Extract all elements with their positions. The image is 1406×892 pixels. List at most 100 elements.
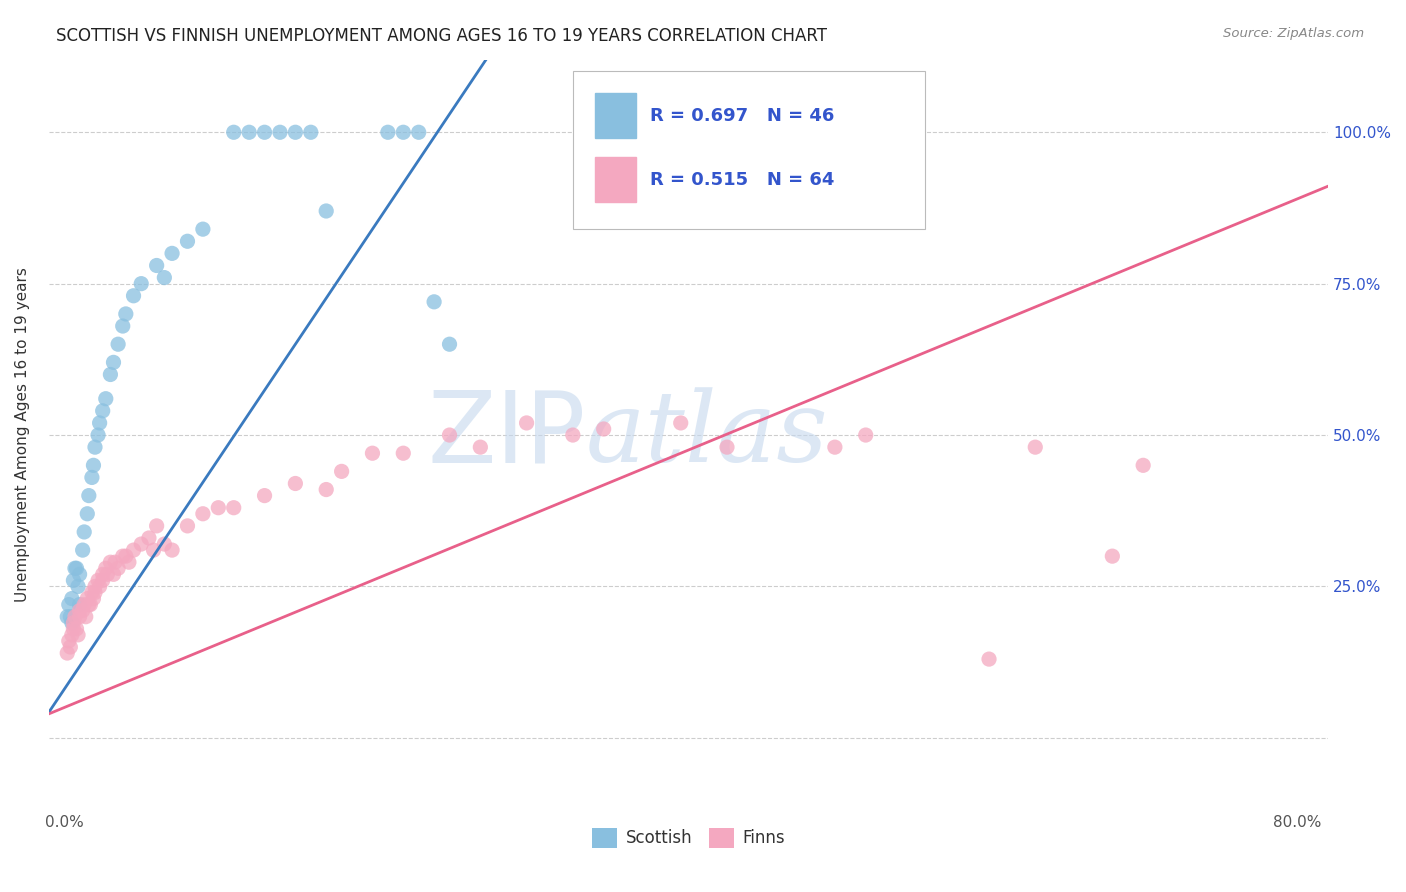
Point — [80, 585, 103, 599]
Point — [1132, 458, 1154, 473]
Point — [408, 125, 430, 139]
Point — [87, 574, 110, 588]
Point — [76, 591, 98, 606]
Point — [75, 609, 97, 624]
Point — [111, 319, 134, 334]
Point — [222, 125, 245, 139]
Point — [58, 634, 80, 648]
Point — [60, 591, 83, 606]
Point — [96, 567, 118, 582]
Point — [315, 483, 337, 497]
Point — [153, 270, 176, 285]
Point — [58, 598, 80, 612]
Point — [284, 125, 307, 139]
Point — [191, 222, 214, 236]
Point — [269, 125, 291, 139]
Point — [79, 598, 101, 612]
Point — [176, 519, 198, 533]
Point — [669, 416, 692, 430]
Point — [69, 598, 91, 612]
Point — [72, 604, 94, 618]
Point — [89, 416, 111, 430]
Point — [377, 125, 399, 139]
Point — [111, 549, 134, 563]
Text: SCOTTISH VS FINNISH UNEMPLOYMENT AMONG AGES 16 TO 19 YEARS CORRELATION CHART: SCOTTISH VS FINNISH UNEMPLOYMENT AMONG A… — [56, 27, 827, 45]
Point — [592, 422, 614, 436]
Point — [392, 125, 415, 139]
Point — [153, 537, 176, 551]
FancyBboxPatch shape — [595, 94, 636, 138]
Point — [361, 446, 384, 460]
Point — [84, 440, 107, 454]
Point — [176, 234, 198, 248]
FancyBboxPatch shape — [595, 157, 636, 202]
Point — [89, 579, 111, 593]
Point — [470, 440, 492, 454]
Point — [516, 416, 538, 430]
Point — [561, 428, 583, 442]
Point — [107, 561, 129, 575]
Point — [330, 464, 353, 478]
Legend: Scottish, Finns: Scottish, Finns — [585, 821, 792, 855]
Point — [299, 125, 322, 139]
Point — [855, 428, 877, 442]
Point — [423, 294, 446, 309]
Text: Source: ZipAtlas.com: Source: ZipAtlas.com — [1223, 27, 1364, 40]
Point — [63, 561, 86, 575]
Point — [207, 500, 229, 515]
Point — [824, 440, 846, 454]
Point — [67, 628, 90, 642]
Point — [253, 125, 276, 139]
Point — [56, 646, 79, 660]
Point — [62, 574, 84, 588]
Point — [94, 392, 117, 406]
Point — [114, 307, 136, 321]
Point — [145, 519, 167, 533]
Point — [59, 640, 82, 654]
Point — [138, 531, 160, 545]
Point — [129, 277, 152, 291]
Point — [60, 615, 83, 630]
Point — [103, 567, 125, 582]
Point — [87, 428, 110, 442]
Point — [65, 561, 87, 575]
Point — [62, 622, 84, 636]
Text: R = 0.697   N = 46: R = 0.697 N = 46 — [650, 107, 834, 125]
Point — [84, 579, 107, 593]
Point — [82, 458, 104, 473]
Point — [100, 368, 122, 382]
Point — [129, 537, 152, 551]
Point — [145, 259, 167, 273]
Text: R = 0.515   N = 64: R = 0.515 N = 64 — [650, 170, 834, 189]
Point — [122, 289, 145, 303]
Point — [60, 628, 83, 642]
Point — [72, 543, 94, 558]
Point — [716, 440, 738, 454]
Point — [69, 609, 91, 624]
Point — [439, 428, 461, 442]
Point — [104, 555, 127, 569]
Point — [142, 543, 165, 558]
Point — [80, 470, 103, 484]
Point — [191, 507, 214, 521]
Point — [69, 567, 91, 582]
Point — [238, 125, 260, 139]
Point — [91, 567, 114, 582]
FancyBboxPatch shape — [574, 70, 925, 228]
Text: ZIP: ZIP — [427, 386, 586, 483]
Point — [77, 489, 100, 503]
Point — [284, 476, 307, 491]
Point — [222, 500, 245, 515]
Point — [160, 246, 183, 260]
Point — [315, 204, 337, 219]
Point — [94, 561, 117, 575]
Point — [91, 404, 114, 418]
Point — [392, 446, 415, 460]
Y-axis label: Unemployment Among Ages 16 to 19 years: Unemployment Among Ages 16 to 19 years — [15, 268, 30, 602]
Point — [76, 507, 98, 521]
Point — [1024, 440, 1046, 454]
Point — [122, 543, 145, 558]
Point — [160, 543, 183, 558]
Point — [73, 598, 96, 612]
Point — [1101, 549, 1123, 563]
